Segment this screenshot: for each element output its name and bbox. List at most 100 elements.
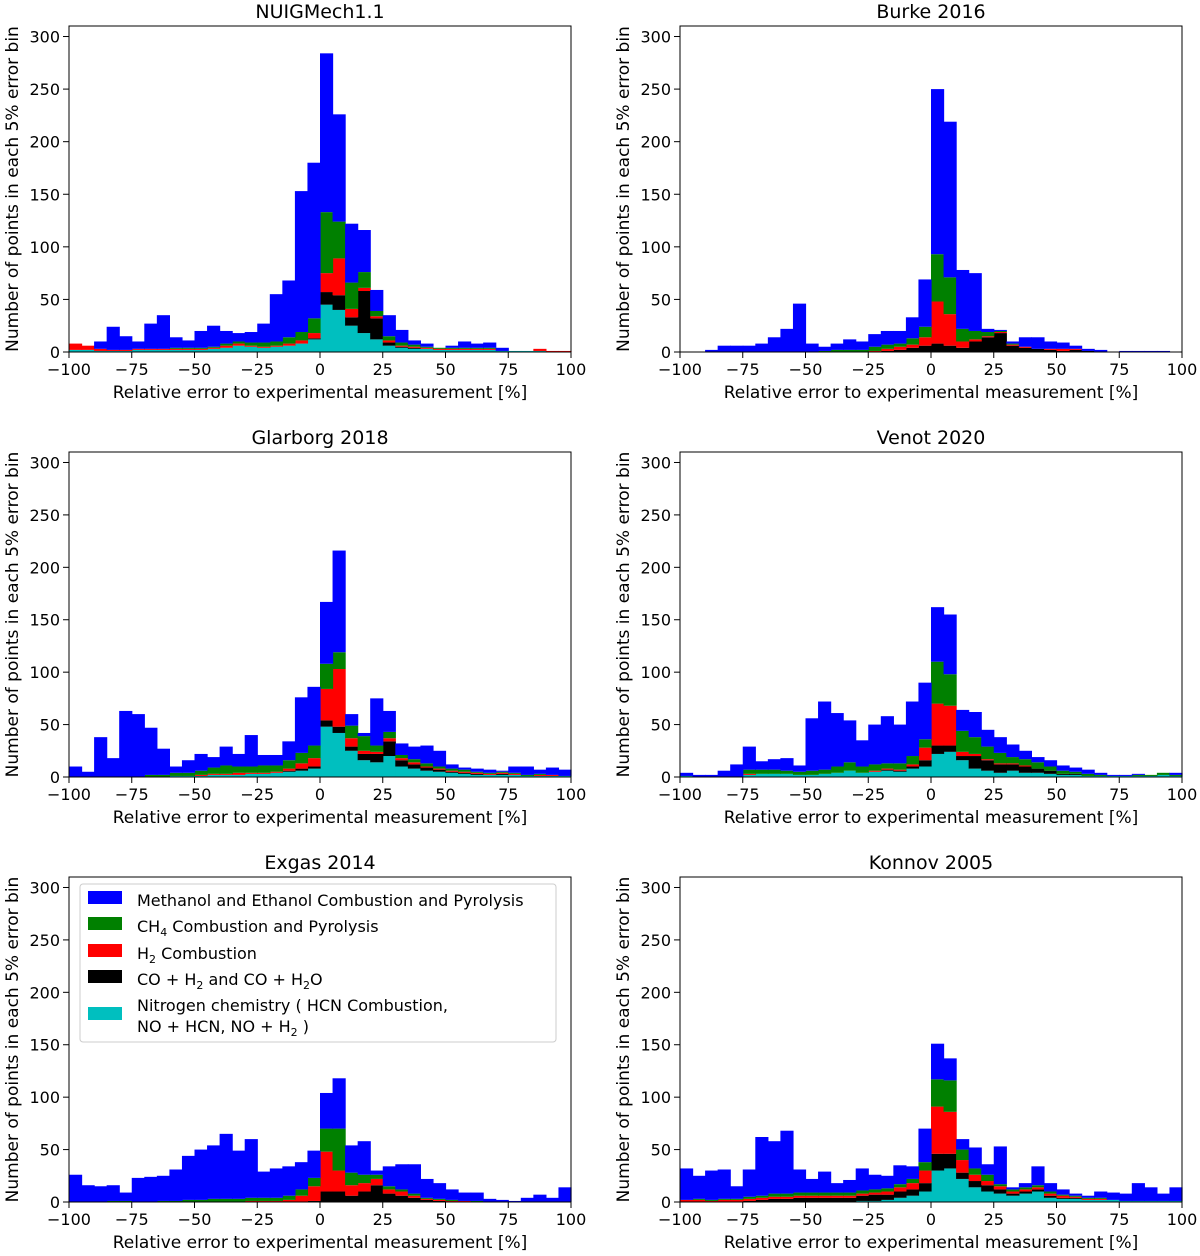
bar-segment xyxy=(269,294,283,342)
bar-segment xyxy=(830,343,844,350)
bar-segment xyxy=(818,1171,832,1193)
bar-segment xyxy=(1081,350,1095,352)
bar-segment xyxy=(407,344,421,347)
bar-segment xyxy=(780,328,794,352)
bar-segment xyxy=(830,1197,844,1202)
bar-segment xyxy=(968,1181,982,1188)
bar-segment xyxy=(370,762,384,777)
bar-segment xyxy=(169,766,183,773)
bar-segment xyxy=(993,1189,1007,1194)
bar-segment xyxy=(968,1168,982,1175)
bar-segment xyxy=(244,1200,258,1202)
bar-segment xyxy=(432,769,447,772)
bar-segment xyxy=(717,1198,731,1200)
bar-segment xyxy=(332,550,346,653)
bar-segment xyxy=(307,1177,321,1187)
bar-segment xyxy=(470,349,484,352)
bar-segment xyxy=(307,1150,321,1178)
legend-frame xyxy=(79,883,557,1043)
bar-segment xyxy=(244,772,258,774)
bar-segment xyxy=(407,340,421,345)
bar-segment xyxy=(194,1199,208,1202)
bar-segment xyxy=(269,1200,283,1202)
bar-segment xyxy=(1031,1191,1045,1202)
bar-segment xyxy=(1094,774,1108,776)
bar-segment xyxy=(843,1195,857,1198)
bar-segment xyxy=(705,1170,719,1200)
bar-segment xyxy=(407,1195,421,1198)
bar-segment xyxy=(445,771,459,773)
bar-segment xyxy=(993,752,1007,764)
bar-segment xyxy=(307,766,321,769)
bar-segment xyxy=(956,328,970,342)
bar-segment xyxy=(805,770,819,775)
bar-segment xyxy=(558,769,572,776)
bar-segment xyxy=(232,343,246,346)
bar-segment xyxy=(357,291,371,334)
bar-segment xyxy=(893,1191,907,1198)
bar-segment xyxy=(1069,1197,1083,1199)
bar-segment xyxy=(432,1183,447,1199)
bar-segment xyxy=(1081,1199,1095,1202)
bar-segment xyxy=(432,348,447,350)
bar-segment xyxy=(1069,767,1083,772)
legend-swatch-green xyxy=(88,917,122,930)
bar-segment xyxy=(232,333,246,342)
y-tick-label: 150 xyxy=(29,1036,60,1055)
bar-segment xyxy=(294,697,309,753)
bar-segment xyxy=(931,1079,945,1107)
bar-segment xyxy=(520,350,534,352)
bar-segment xyxy=(257,1197,271,1201)
bar-segment xyxy=(357,1191,371,1202)
bar-segment xyxy=(545,767,560,775)
x-tick-label: −25 xyxy=(851,1210,885,1229)
bar-segment xyxy=(232,1150,246,1199)
bar-segment xyxy=(307,333,321,339)
bar-segment xyxy=(282,343,296,346)
bar-segment xyxy=(1018,772,1032,777)
bar-segment xyxy=(320,304,334,352)
bar-segment xyxy=(282,280,296,338)
bar-segment xyxy=(981,337,995,352)
bar-segment xyxy=(742,1169,756,1197)
bar-segment xyxy=(1144,1187,1158,1201)
bar-segment xyxy=(956,1172,970,1179)
bar-segment xyxy=(1094,349,1108,352)
bar-segment xyxy=(1043,760,1058,767)
bar-segment xyxy=(345,325,359,352)
bar-segment xyxy=(868,1192,882,1195)
panel-4: −100 −75 −50 −25 0 25 50 75 100 0 50 100 150 200 250 30… xyxy=(3,852,586,1253)
bar-segment xyxy=(868,1194,882,1201)
bar-segment xyxy=(156,748,170,775)
bar-segment xyxy=(269,765,283,772)
bar-segment xyxy=(106,326,120,350)
panel-title: Konnov 2005 xyxy=(869,852,993,874)
bar-segment xyxy=(931,1106,945,1154)
bar-segment xyxy=(181,772,196,776)
bar-segment xyxy=(1081,769,1095,774)
x-tick-label: 75 xyxy=(1109,360,1129,379)
bar-segment xyxy=(345,750,359,777)
bar-segment xyxy=(717,1199,731,1202)
x-tick-label: 100 xyxy=(556,1210,587,1229)
bar-segment xyxy=(269,1197,283,1201)
bar-segment xyxy=(357,230,371,273)
y-tick-label: 300 xyxy=(29,453,60,472)
bar-segment xyxy=(1106,774,1120,776)
bar-segment xyxy=(855,1200,869,1202)
bar-segment xyxy=(207,757,221,768)
x-tick-label: −100 xyxy=(658,360,702,379)
bar-segment xyxy=(1043,1195,1058,1198)
bar-segment xyxy=(918,1183,932,1192)
bar-segment xyxy=(131,348,145,350)
bar-segment xyxy=(1156,350,1171,352)
bar-segment xyxy=(1106,775,1120,777)
bar-segment xyxy=(1018,337,1032,347)
bar-segment xyxy=(981,1191,995,1202)
bar-segment xyxy=(767,1198,781,1202)
bar-segment xyxy=(232,753,246,767)
bar-segment xyxy=(1056,1198,1070,1202)
bar-segment xyxy=(395,760,409,767)
bar-segment xyxy=(918,1128,932,1163)
bar-segment xyxy=(755,343,769,352)
